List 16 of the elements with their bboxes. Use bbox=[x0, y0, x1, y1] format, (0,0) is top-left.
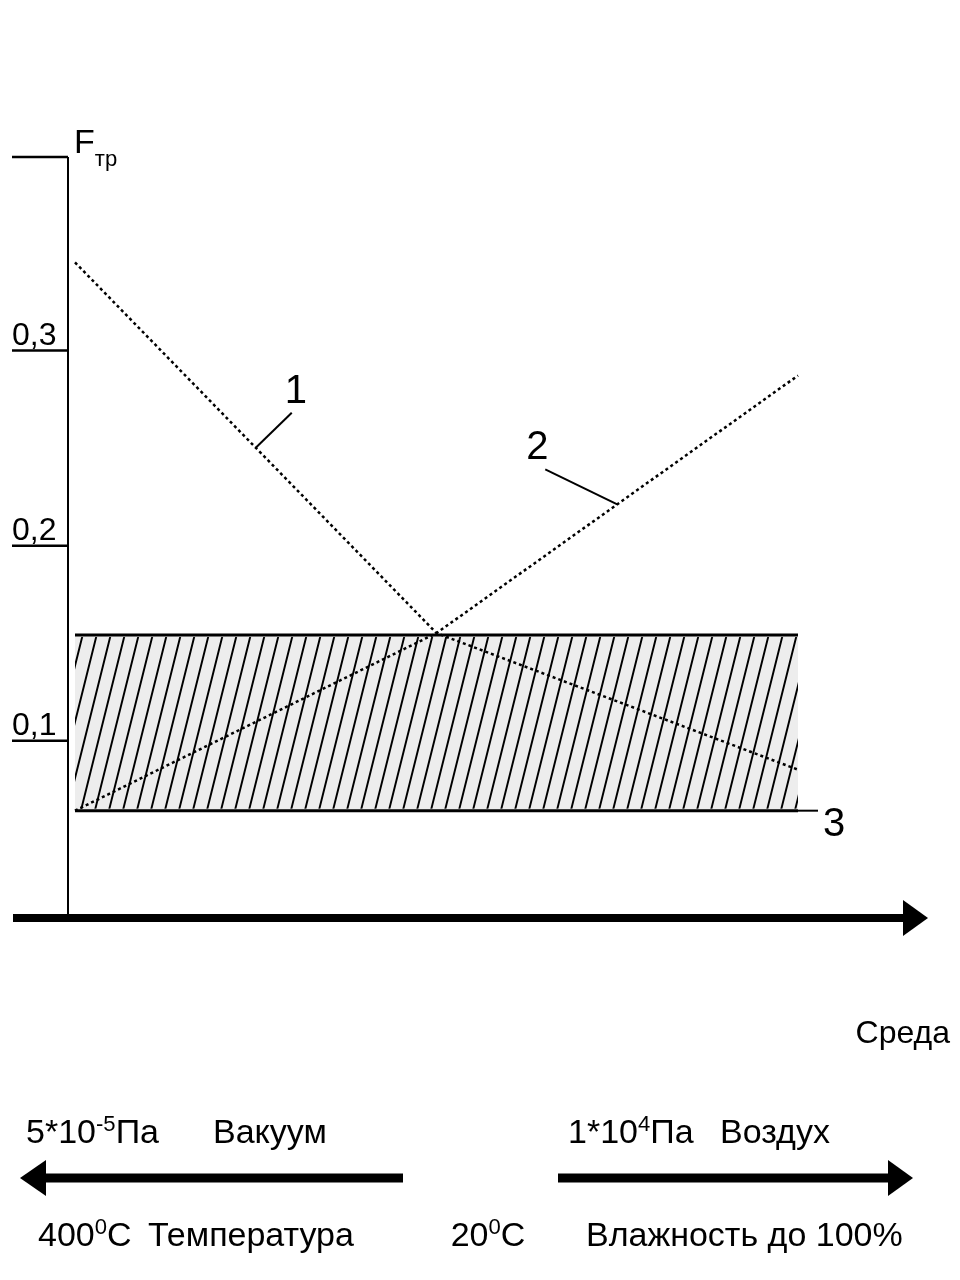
text: Температура bbox=[148, 1215, 355, 1253]
y-tick-label: 0,1 bbox=[12, 705, 57, 742]
series-label: 1 bbox=[284, 366, 307, 411]
text: 5*10$^{-5}$Па bbox=[26, 1110, 160, 1150]
y-tick-label: 0,2 bbox=[12, 510, 57, 547]
y-tick-label: 0,3 bbox=[12, 315, 57, 352]
text: Влажность до 100% bbox=[586, 1215, 903, 1253]
band-label: 3 bbox=[823, 799, 846, 844]
x-axis-title: Среда bbox=[855, 1014, 951, 1050]
text: 400$^{0}$C bbox=[38, 1213, 132, 1253]
text: Вакуум bbox=[213, 1112, 327, 1150]
series-label: 2 bbox=[526, 423, 549, 468]
text: 20$^{0}$C bbox=[450, 1213, 526, 1253]
text: 1*10$^{4}$Па bbox=[568, 1110, 694, 1150]
text: Воздух bbox=[720, 1112, 830, 1150]
y-axis-title: F$_{тр}$ bbox=[74, 122, 118, 171]
